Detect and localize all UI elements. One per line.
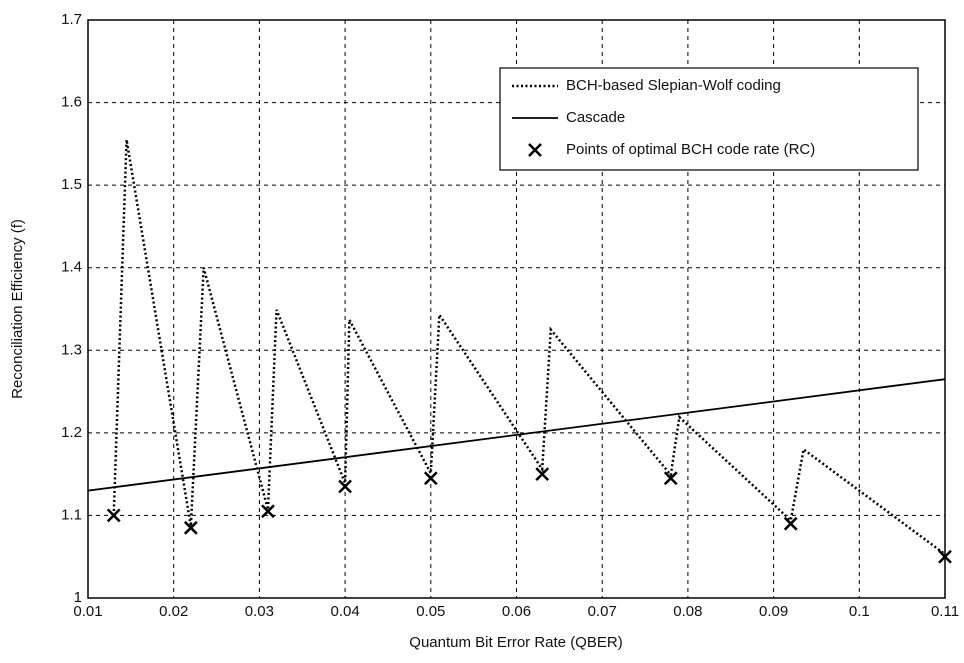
x-tick-label: 0.11 xyxy=(931,603,959,620)
x-tick-label: 0.02 xyxy=(159,603,188,620)
y-tick-label: 1.6 xyxy=(61,94,82,111)
marker xyxy=(261,504,275,519)
x-tick-label: 0.04 xyxy=(330,603,359,620)
legend-marker xyxy=(528,143,542,157)
marker xyxy=(106,508,121,523)
legend-label: BCH-based Slepian-Wolf coding xyxy=(566,77,781,94)
legend-box xyxy=(499,67,919,171)
x-tick-label: 0.03 xyxy=(245,603,274,620)
legend-label: Points of optimal BCH code rate (RC) xyxy=(566,141,815,158)
x-tick-label: 0.05 xyxy=(416,603,445,620)
x-tick-label: 0.09 xyxy=(759,603,788,620)
marker xyxy=(663,471,678,486)
x-axis-label: Quantum Bit Error Rate (QBER) xyxy=(409,634,622,651)
x-tick-label: 0.01 xyxy=(73,603,102,620)
y-tick-label: 1.3 xyxy=(61,341,82,358)
y-axis-label: Reconciliation Efficiency (f) xyxy=(9,219,26,399)
marker xyxy=(183,520,198,535)
marker xyxy=(783,516,798,531)
y-tick-label: 1.7 xyxy=(61,11,82,28)
marker xyxy=(338,479,352,494)
x-tick-label: 0.06 xyxy=(502,603,531,620)
y-tick-label: 1.4 xyxy=(61,259,82,276)
series-line xyxy=(87,378,946,492)
marker xyxy=(938,549,952,564)
x-tick-label: 0.08 xyxy=(673,603,702,620)
marker xyxy=(535,467,550,482)
x-tick-label: 0.1 xyxy=(849,603,870,620)
legend-label: Cascade xyxy=(566,109,625,126)
plot-frame xyxy=(87,19,946,599)
y-tick-label: 1.5 xyxy=(61,176,82,193)
y-tick-label: 1.2 xyxy=(61,424,82,441)
y-tick-label: 1 xyxy=(74,589,82,606)
y-tick-label: 1.1 xyxy=(61,506,82,523)
x-tick-label: 0.07 xyxy=(588,603,617,620)
series-line xyxy=(112,139,946,556)
marker xyxy=(423,471,438,486)
